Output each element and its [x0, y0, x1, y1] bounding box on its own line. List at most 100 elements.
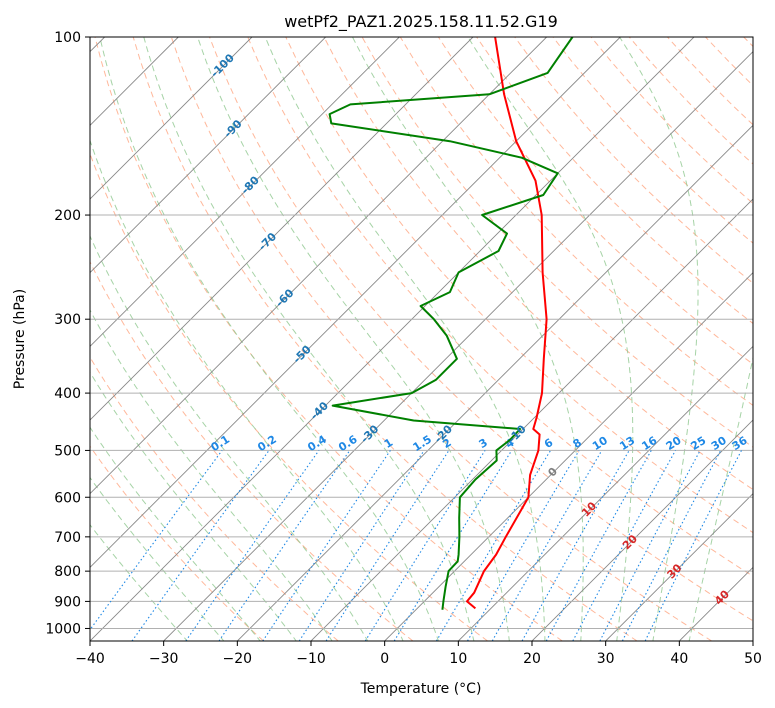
moist-adiabat	[264, 37, 546, 641]
y-tick-label: 800	[54, 564, 81, 580]
dry-adiabat	[90, 260, 414, 641]
mixing-ratio-line	[621, 450, 722, 641]
x-tick-label: −20	[223, 651, 253, 667]
dry-adiabat	[285, 37, 753, 534]
mixing-ratio-label: 1.5	[411, 433, 434, 454]
moist-adiabat	[688, 355, 753, 641]
moist-adiabat	[99, 37, 440, 641]
isotherm	[310, 198, 753, 641]
x-tick-label: −10	[296, 651, 326, 667]
dewpoint-profile-line	[328, 37, 574, 610]
isotherm	[90, 37, 547, 495]
moist-adiabat	[90, 523, 188, 641]
x-tick-label: 20	[523, 651, 541, 667]
dry-adiabat	[90, 356, 339, 641]
isotherm	[90, 37, 695, 641]
plot-frame	[89, 36, 754, 642]
y-tick-label: 500	[54, 443, 81, 459]
isotherm-label: 0	[545, 465, 560, 480]
moist-adiabat	[90, 309, 333, 641]
moist-adiabat	[90, 138, 404, 641]
moist-adiabat	[90, 234, 369, 641]
mixing-ratio-label: 0.1	[209, 433, 232, 454]
dry-adiabat	[323, 37, 753, 491]
mixing-ratio-line	[185, 450, 320, 641]
x-tick-label: 50	[744, 651, 762, 667]
isotherm	[679, 566, 753, 641]
isotherm-label: -20	[432, 422, 455, 445]
dry-adiabat	[437, 37, 753, 365]
pressure-gridlines	[90, 37, 753, 629]
mixing-ratio-line	[644, 450, 742, 641]
y-tick-label: 400	[54, 386, 81, 402]
moist-adiabat	[619, 37, 699, 641]
y-axis-label: Pressure (hPa)	[12, 289, 28, 389]
y-tick-label: 300	[54, 312, 81, 328]
moist-adiabats	[90, 37, 753, 641]
mixing-ratio-line	[521, 450, 630, 641]
dry-adiabat	[590, 37, 753, 205]
dry-adiabat	[209, 37, 753, 622]
y-tick-label: 600	[54, 490, 81, 506]
mixing-ratio-line	[298, 450, 425, 641]
isotherm-label: -60	[273, 286, 296, 309]
y-tick-label: 900	[54, 594, 81, 610]
mixing-ratio-line	[393, 450, 513, 641]
isotherm	[605, 493, 753, 641]
x-tick-label: −40	[75, 651, 105, 667]
y-tick-label: 100	[54, 30, 81, 46]
moist-adiabat	[467, 37, 634, 641]
isotherm	[90, 37, 400, 347]
isotherm	[531, 419, 753, 641]
isotherm-label: -100	[208, 51, 237, 80]
isotherm-label: -40	[308, 399, 331, 422]
x-tick-label: 30	[597, 651, 615, 667]
x-tick-label: 40	[670, 651, 688, 667]
mixing-ratio-line	[572, 450, 676, 641]
mixing-ratio-line	[262, 450, 391, 641]
dry-adiabat	[514, 37, 753, 284]
moist-adiabat	[143, 37, 475, 641]
mixing-ratio-label: 6	[542, 436, 556, 451]
isotherm-label: -90	[221, 117, 244, 140]
mixing-ratio-line	[325, 450, 450, 641]
dry-adiabat	[743, 37, 753, 48]
x-tick-label: 10	[449, 651, 467, 667]
x-axis: −40 −30 −20 −10 0 10 20 30 40 50	[75, 641, 762, 667]
mixing-ratio-line	[90, 450, 223, 631]
mixing-ratio-line	[435, 450, 552, 641]
y-tick-label: 700	[54, 530, 81, 546]
isotherm-label: -30	[358, 422, 381, 445]
moist-adiabat	[90, 371, 297, 641]
isotherm-label: 30	[665, 561, 685, 581]
y-tick-label: 200	[54, 208, 81, 224]
x-axis-label: Temperature (°C)	[360, 681, 482, 697]
mixing-ratio-line	[599, 450, 701, 641]
mixing-ratio-label: 3	[477, 436, 490, 451]
mixing-ratio-line	[545, 450, 652, 641]
moist-adiabat	[90, 426, 261, 641]
isotherm	[90, 37, 326, 274]
x-tick-label: 0	[380, 651, 389, 667]
isotherm-label: -70	[256, 230, 279, 253]
isotherm	[90, 37, 621, 568]
dry-adiabat	[132, 37, 638, 641]
plot-area: 0.1 0.2 0.4 0.6 1 1.5 2 3 4 6 8 10 13 16 20 25 30 36-100-…	[90, 37, 753, 641]
y-tick-label: 1000	[45, 621, 81, 637]
isotherm	[458, 345, 753, 641]
dry-adiabat	[705, 37, 753, 87]
dry-adiabat	[94, 37, 563, 641]
dry-adiabats	[90, 37, 753, 641]
dry-adiabat	[247, 37, 753, 577]
dry-adiabat	[552, 37, 753, 244]
dry-adiabat	[170, 37, 712, 641]
dry-adiabat	[476, 37, 753, 325]
isotherm-label: 40	[712, 587, 732, 607]
isotherm-label: 20	[620, 532, 640, 552]
moist-adiabat	[90, 476, 225, 641]
dry-adiabat	[90, 445, 264, 641]
mixing-ratio-line	[218, 450, 351, 641]
isotherm	[90, 37, 253, 200]
